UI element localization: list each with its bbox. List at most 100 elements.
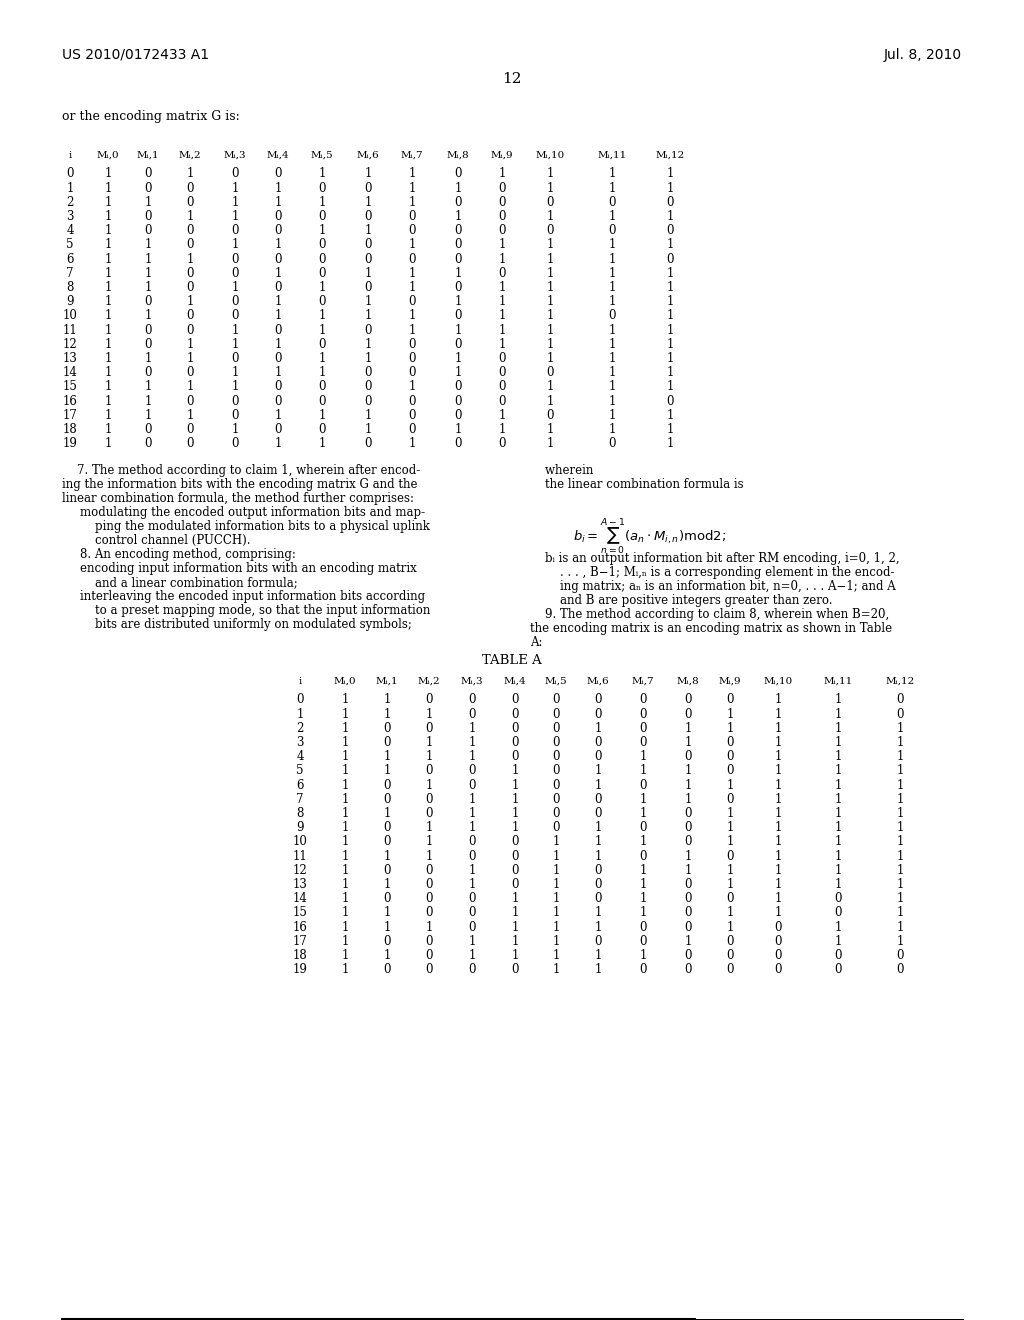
Text: 1: 1 xyxy=(835,764,842,777)
Text: 1: 1 xyxy=(409,380,416,393)
Text: 1: 1 xyxy=(774,737,781,748)
Text: 1: 1 xyxy=(667,352,674,366)
Text: 1: 1 xyxy=(608,422,615,436)
Text: $b_i = \sum_{n=0}^{A-1}(a_n \cdot M_{i,n})\mathrm{mod}2;$: $b_i = \sum_{n=0}^{A-1}(a_n \cdot M_{i,n… xyxy=(573,516,726,556)
Text: 1: 1 xyxy=(104,323,112,337)
Text: 1: 1 xyxy=(594,964,602,977)
Text: 0: 0 xyxy=(186,437,194,450)
Text: 1: 1 xyxy=(274,182,282,194)
Text: 1: 1 xyxy=(608,168,615,181)
Text: 0: 0 xyxy=(318,296,326,309)
Text: 0: 0 xyxy=(425,907,433,920)
Text: 1: 1 xyxy=(511,920,519,933)
Text: 1: 1 xyxy=(499,239,506,251)
Text: 0: 0 xyxy=(231,352,239,366)
Text: 1: 1 xyxy=(274,267,282,280)
Text: 0: 0 xyxy=(318,182,326,194)
Text: 1: 1 xyxy=(365,168,372,181)
Text: 11: 11 xyxy=(62,323,78,337)
Text: Mᵢ,1: Mᵢ,1 xyxy=(376,676,398,685)
Text: 1: 1 xyxy=(639,836,647,849)
Text: Jul. 8, 2010: Jul. 8, 2010 xyxy=(884,48,962,62)
Text: 1: 1 xyxy=(341,750,349,763)
Text: 1: 1 xyxy=(341,821,349,834)
Text: 0: 0 xyxy=(511,693,519,706)
Text: 1: 1 xyxy=(231,281,239,294)
Text: ing matrix; aₙ is an information bit, n=0, . . . A−1; and A: ing matrix; aₙ is an information bit, n=… xyxy=(530,579,896,593)
Text: 1: 1 xyxy=(455,323,462,337)
Text: 1: 1 xyxy=(104,352,112,366)
Text: 1: 1 xyxy=(341,722,349,735)
Text: modulating the encoded output information bits and map-: modulating the encoded output informatio… xyxy=(80,506,425,519)
Text: 1: 1 xyxy=(684,722,691,735)
Text: 1: 1 xyxy=(144,409,152,422)
Text: 0: 0 xyxy=(186,422,194,436)
Text: 1: 1 xyxy=(341,850,349,863)
Text: 7: 7 xyxy=(67,267,74,280)
Text: 15: 15 xyxy=(293,907,307,920)
Text: 0: 0 xyxy=(231,168,239,181)
Text: 1: 1 xyxy=(511,892,519,906)
Text: 0: 0 xyxy=(835,964,842,977)
Text: 1: 1 xyxy=(274,437,282,450)
Text: 1: 1 xyxy=(608,366,615,379)
Text: 1: 1 xyxy=(667,323,674,337)
Text: 1: 1 xyxy=(547,281,554,294)
Text: 1: 1 xyxy=(274,338,282,351)
Text: 0: 0 xyxy=(365,366,372,379)
Text: 0: 0 xyxy=(499,395,506,408)
Text: 5: 5 xyxy=(67,239,74,251)
Text: Mᵢ,5: Mᵢ,5 xyxy=(545,676,567,685)
Text: 0: 0 xyxy=(594,863,602,876)
Text: 1: 1 xyxy=(608,252,615,265)
Text: 19: 19 xyxy=(293,964,307,977)
Text: 1: 1 xyxy=(499,409,506,422)
Text: 0: 0 xyxy=(726,693,734,706)
Text: 0: 0 xyxy=(608,195,615,209)
Text: 1: 1 xyxy=(499,252,506,265)
Text: 1: 1 xyxy=(547,380,554,393)
Text: 0: 0 xyxy=(186,239,194,251)
Text: 1: 1 xyxy=(511,764,519,777)
Text: 0: 0 xyxy=(409,395,416,408)
Text: 1: 1 xyxy=(186,168,194,181)
Text: 0: 0 xyxy=(186,366,194,379)
Text: 1: 1 xyxy=(499,281,506,294)
Text: 1: 1 xyxy=(341,807,349,820)
Text: 9. The method according to claim 8, wherein when B=20,: 9. The method according to claim 8, wher… xyxy=(530,609,889,620)
Text: 1: 1 xyxy=(104,267,112,280)
Text: 0: 0 xyxy=(639,779,647,792)
Text: 1: 1 xyxy=(835,878,842,891)
Text: 1: 1 xyxy=(608,352,615,366)
Text: TABLE A: TABLE A xyxy=(482,653,542,667)
Text: 0: 0 xyxy=(774,935,781,948)
Text: 1: 1 xyxy=(341,907,349,920)
Text: interleaving the encoded input information bits according: interleaving the encoded input informati… xyxy=(80,590,425,603)
Text: 12: 12 xyxy=(62,338,78,351)
Text: 1: 1 xyxy=(774,693,781,706)
Text: Mᵢ,11: Mᵢ,11 xyxy=(597,150,627,160)
Text: 1: 1 xyxy=(144,395,152,408)
Text: 3: 3 xyxy=(296,737,304,748)
Text: 0: 0 xyxy=(726,892,734,906)
Text: 1: 1 xyxy=(409,168,416,181)
Text: 0: 0 xyxy=(365,437,372,450)
Text: 0: 0 xyxy=(684,807,692,820)
Text: 0: 0 xyxy=(468,892,476,906)
Text: 7. The method according to claim 1, wherein after encod-: 7. The method according to claim 1, wher… xyxy=(62,465,420,477)
Text: 1: 1 xyxy=(274,296,282,309)
Text: 0: 0 xyxy=(499,352,506,366)
Text: 1: 1 xyxy=(144,239,152,251)
Text: 1: 1 xyxy=(341,935,349,948)
Text: 0: 0 xyxy=(468,920,476,933)
Text: 1: 1 xyxy=(499,168,506,181)
Text: 0: 0 xyxy=(639,737,647,748)
Text: 1: 1 xyxy=(667,338,674,351)
Text: Mᵢ,9: Mᵢ,9 xyxy=(719,676,741,685)
Text: 1: 1 xyxy=(318,366,326,379)
Text: 0: 0 xyxy=(186,182,194,194)
Text: 1: 1 xyxy=(104,309,112,322)
Text: 0: 0 xyxy=(186,267,194,280)
Text: 1: 1 xyxy=(639,907,647,920)
Text: 1: 1 xyxy=(455,296,462,309)
